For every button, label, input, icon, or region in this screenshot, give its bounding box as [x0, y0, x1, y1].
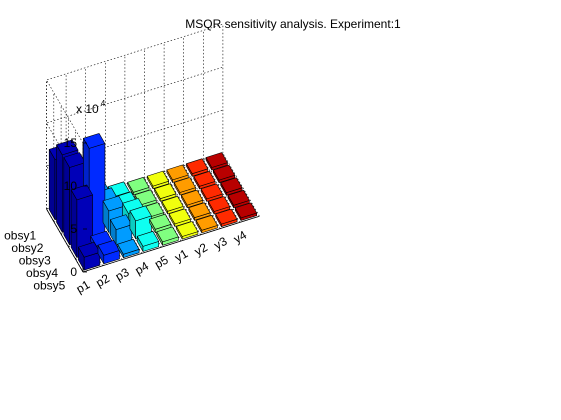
floor-gridline: [183, 165, 221, 229]
row-tick-label: obsy2: [11, 241, 43, 255]
bar: [186, 158, 209, 177]
floor-gridline: [163, 171, 201, 235]
column-tick-label: p5: [152, 252, 171, 271]
floor-gridline: [203, 159, 241, 223]
bar: [129, 205, 152, 240]
column-tick-label: y4: [231, 228, 249, 247]
column-tick-label: p1: [74, 277, 93, 296]
floor-gridline: [222, 153, 260, 217]
row-tick-label: obsy5: [33, 279, 65, 293]
column-tick-label: p3: [113, 265, 132, 284]
bar: [110, 214, 133, 246]
bar: [173, 177, 196, 196]
bar: [181, 189, 204, 208]
bar: [200, 183, 223, 202]
column-axis: [82, 215, 260, 273]
z-tick-label: 15: [64, 136, 78, 150]
column-tick-label: y2: [192, 240, 210, 259]
bars: [48, 133, 258, 271]
bar: [127, 177, 150, 196]
bar: [213, 164, 236, 183]
bar: [70, 184, 93, 258]
chart-title: MSQR sensitivity analysis. Experiment:1: [185, 17, 401, 31]
bar: [97, 240, 120, 265]
bar: [78, 241, 101, 271]
column-tick-label: y1: [172, 246, 190, 265]
bar: [176, 221, 199, 240]
row-tick-label: obsy1: [4, 228, 36, 242]
bar: [193, 171, 216, 190]
bar: [205, 152, 228, 171]
floor-gridline: [144, 177, 182, 242]
z-multiplier-label: x 10 4: [76, 99, 106, 116]
z-gridline: [46, 66, 223, 187]
column-tick-label: p4: [133, 259, 152, 278]
z-tick-label: 10: [64, 179, 78, 193]
z-tick-label: 5: [70, 222, 77, 236]
z-tick-label: 0: [70, 265, 77, 279]
column-tick-label: y3: [212, 234, 230, 253]
bar: [227, 190, 250, 209]
bar: [149, 213, 172, 233]
z-gridline: [46, 23, 223, 144]
bar: [188, 202, 211, 221]
bar: [234, 202, 258, 221]
row-tick-label: obsy3: [19, 254, 51, 268]
bar: [117, 238, 140, 259]
bar: [156, 226, 179, 246]
bar: [136, 231, 159, 252]
bar: [161, 196, 184, 215]
bar: [215, 208, 238, 227]
row-axis: [46, 208, 84, 273]
bar: [168, 208, 191, 227]
bar: [195, 215, 218, 234]
bar: [146, 170, 169, 189]
bar: [220, 177, 243, 196]
bar: [166, 164, 189, 183]
row-tick-label: obsy4: [26, 266, 58, 280]
bar: [208, 196, 231, 215]
bar: [154, 183, 177, 202]
column-tick-label: p2: [93, 271, 112, 290]
